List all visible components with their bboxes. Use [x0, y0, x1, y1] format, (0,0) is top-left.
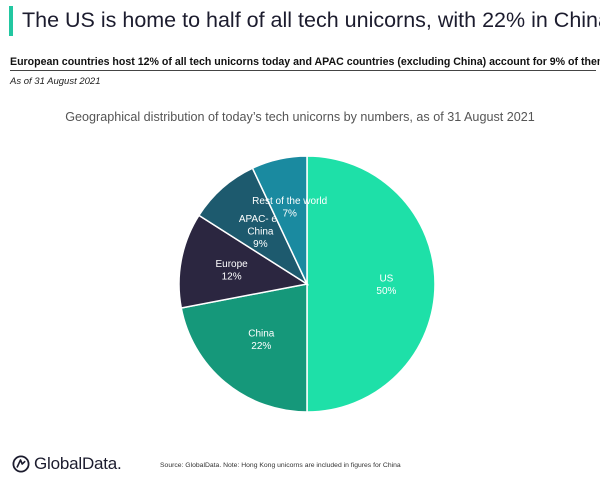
pie-slice-europe [178, 214, 310, 309]
slice-label-rest-of-the-world: Rest of the world 7% [252, 196, 327, 220]
globaldata-logo: GlobalData. [12, 454, 122, 474]
slice-label-us: US 50% [376, 273, 396, 297]
pie-slice-rest-of-the-world [251, 155, 308, 285]
source-note: Source: GlobalData. Note: Hong Kong unic… [160, 462, 401, 469]
subtitle-divider [10, 70, 596, 71]
page-title: The US is home to half of all tech unico… [22, 8, 600, 32]
logo-text: GlobalData. [34, 454, 122, 473]
slice-label-europe: Europe 12% [215, 259, 248, 283]
globaldata-logo-icon [12, 455, 30, 473]
title-accent-bar [9, 6, 13, 36]
slice-label-china: China 22% [248, 329, 275, 353]
date-note: As of 31 August 2021 [10, 76, 101, 87]
page-subtitle: European countries host 12% of all tech … [10, 56, 600, 68]
pie-slice-china [180, 283, 308, 413]
chart-title: Geographical distribution of today’s tec… [65, 110, 535, 124]
slice-label-apac-ex-china: APAC- ex China 9% [239, 214, 282, 250]
pie-slice-us [306, 155, 436, 413]
